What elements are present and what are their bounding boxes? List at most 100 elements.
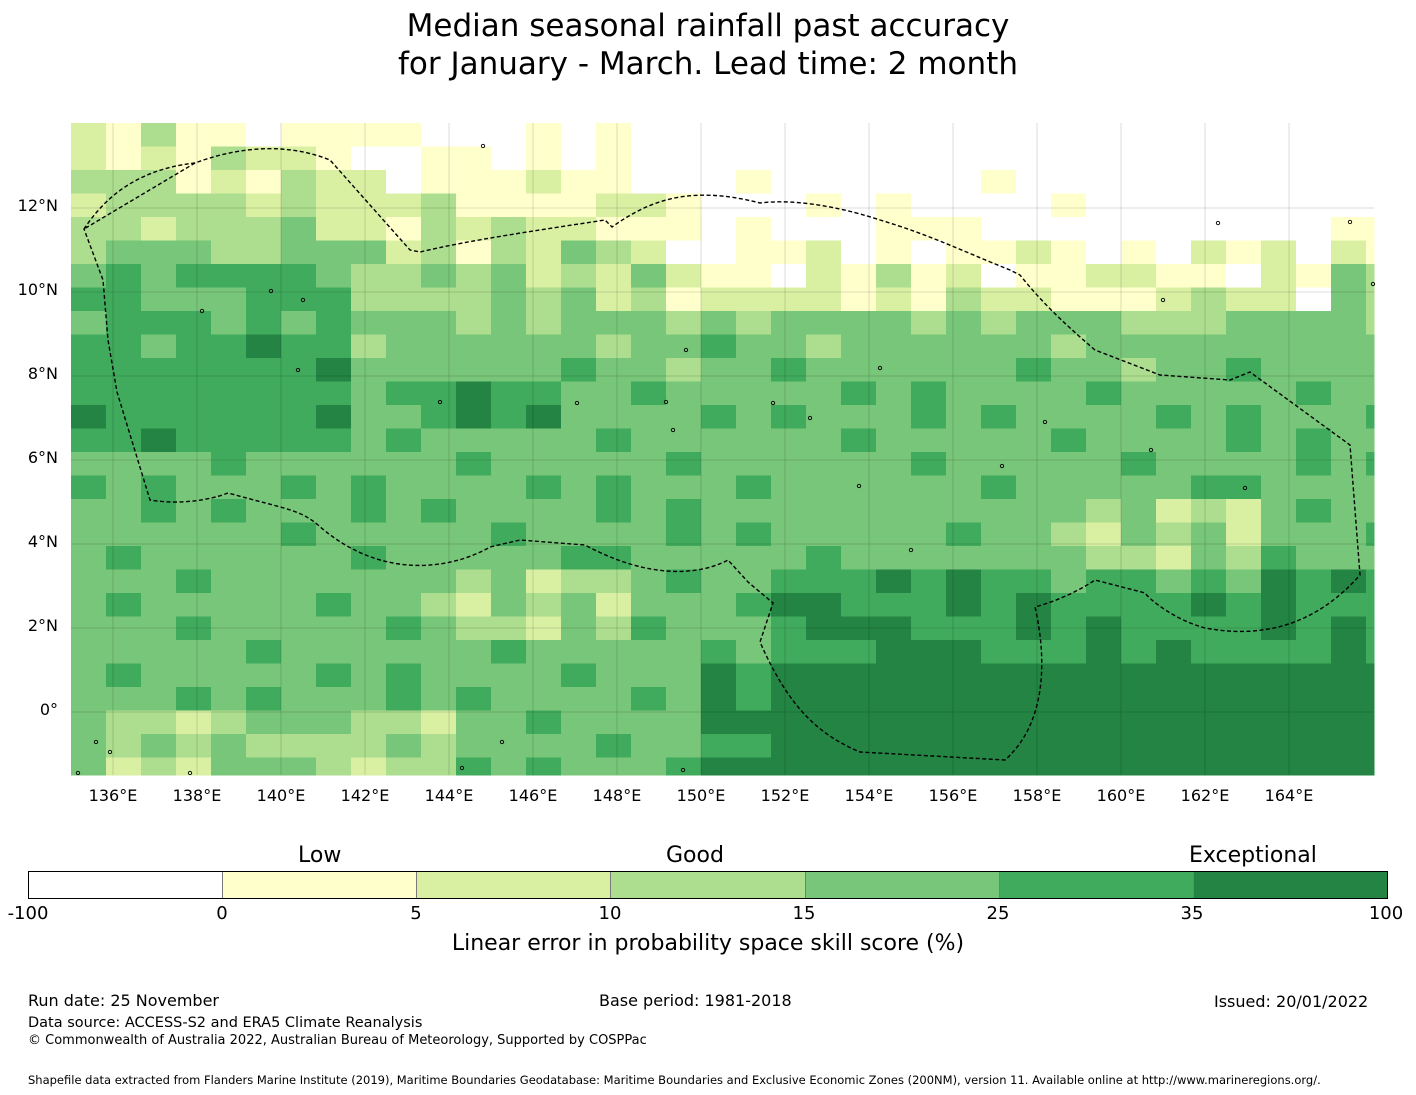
skill-cell [841,687,877,711]
skill-cell [666,663,702,688]
skill-cell [876,334,912,359]
skill-cell [421,499,457,523]
skill-cell [1121,287,1157,312]
skill-cell [176,264,212,288]
island-outline [75,770,81,776]
skill-cell [211,405,247,429]
skill-cell [1191,358,1227,382]
skill-cell [806,311,842,335]
skill-cell [771,264,807,288]
skill-cell [1226,616,1262,641]
skill-cell [141,546,177,570]
skill-cell [1051,264,1087,288]
skill-cell [1016,381,1052,406]
skill-cell [491,475,527,500]
skill-cell [946,546,982,570]
skill-cell [1191,170,1227,194]
skill-cell [701,311,737,335]
skill-cell [281,358,317,382]
skill-cell [1226,546,1262,570]
skill-cell [981,499,1017,523]
skill-cell [1016,146,1052,171]
island-coastlines [75,143,1376,776]
skill-cell [386,123,422,147]
skill-cell [841,381,877,406]
skill-cell [596,569,632,594]
skill-cell [1016,240,1052,265]
skill-cell [106,499,142,523]
skill-cell [1156,264,1192,288]
lon-label-154e: 154°E [844,786,894,805]
skill-cell [876,358,912,382]
skill-cell [1226,381,1262,406]
skill-cell [351,193,387,218]
skill-cell [701,428,737,453]
skill-cell [456,663,492,688]
skill-cell [1296,640,1332,664]
skill-cell [281,405,317,429]
skill-cell [1051,616,1087,641]
skill-cell [561,757,597,776]
skill-cell [981,569,1017,594]
skill-cell [736,522,772,547]
skill-cell [1156,546,1192,570]
skill-cell [106,640,142,664]
skill-cell [841,405,877,429]
skill-cell [1366,428,1375,453]
skill-cell [841,146,877,171]
skill-cell [456,334,492,359]
skill-cell [1016,428,1052,453]
skill-cell [1121,452,1157,476]
skill-cell [666,170,702,194]
skill-cell [316,757,352,776]
skill-cell [876,146,912,171]
skill-cell [1051,217,1087,241]
skill-cell [946,616,982,641]
skill-cell [806,264,842,288]
skill-cell [561,475,597,500]
skill-cell [1051,546,1087,570]
skill-cell [421,428,457,453]
skill-cell [561,264,597,288]
skill-cell [421,452,457,476]
skill-cell [771,687,807,711]
skill-cell [141,358,177,382]
skill-cell [491,687,527,711]
skill-cell [806,123,842,147]
skill-cell [666,358,702,382]
skill-cell [806,428,842,453]
island-outline [683,347,689,353]
skill-cell [1261,593,1297,617]
skill-cell [631,687,667,711]
skill-cell [596,146,632,171]
skill-cell [981,757,1017,776]
skill-cell [946,428,982,453]
skill-cell [631,193,667,218]
skill-cell [1366,499,1375,523]
skill-cell [1051,240,1087,265]
skill-cell [386,663,422,688]
skill-cell [736,287,772,312]
skill-cell [631,428,667,453]
skill-cell [666,499,702,523]
skill-cell [1226,334,1262,359]
skill-cell [596,287,632,312]
skill-cell [491,734,527,758]
skill-cell [281,428,317,453]
skill-cell [1086,146,1122,171]
skill-cell [946,499,982,523]
skill-cell [1331,428,1367,453]
skill-cell [246,146,282,171]
skill-cell [946,757,982,776]
skill-cell [1296,405,1332,429]
skill-cell [981,452,1017,476]
skill-cell [666,640,702,664]
skill-cell [666,287,702,312]
map-title-line-2: for January - March. Lead time: 2 month [398,46,1018,82]
skill-cell [1016,358,1052,382]
skill-cell [946,123,982,147]
skill-cell [456,311,492,335]
lon-label-148e: 148°E [592,786,642,805]
skill-cell [491,264,527,288]
skill-cell [1051,428,1087,453]
